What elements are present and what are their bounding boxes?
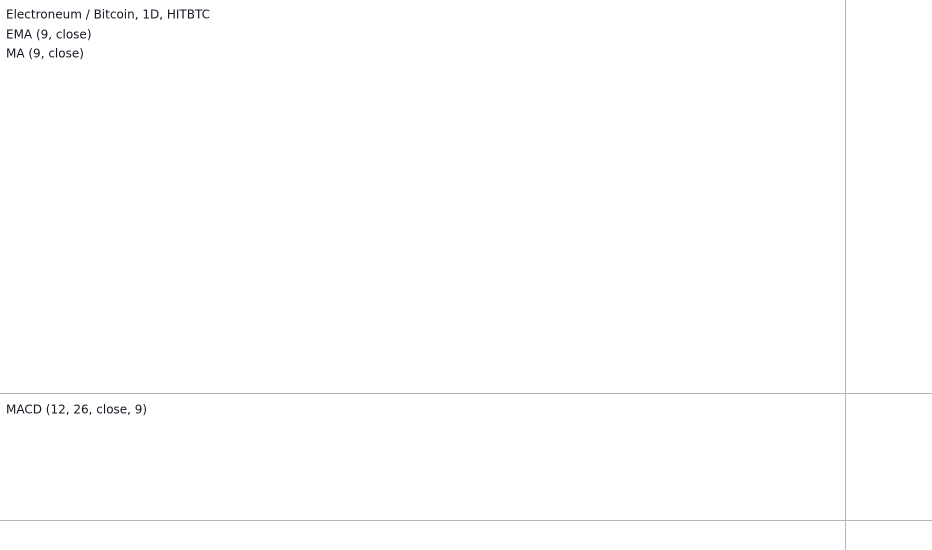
legend-entry: EMA (9, close)	[6, 28, 92, 42]
chart-title: Electroneum / Bitcoin, 1D, HITBTC	[6, 8, 210, 22]
indicator-title: MACD (12, 26, close, 9)	[6, 403, 147, 417]
legend-entry: MA (9, close)	[6, 47, 84, 61]
